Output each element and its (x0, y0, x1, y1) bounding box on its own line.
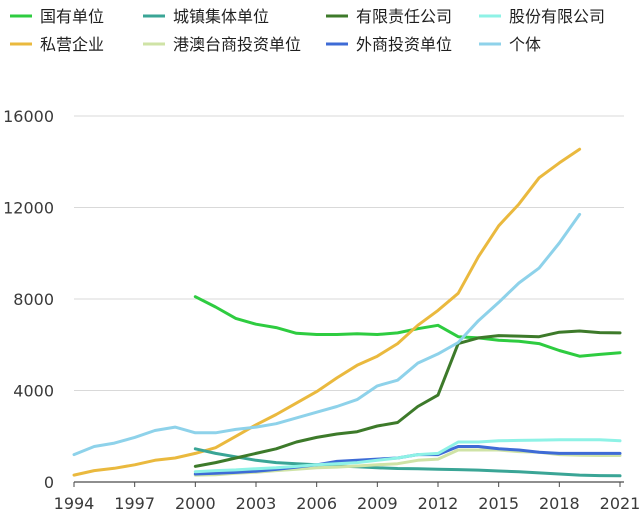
series-line-7 (72, 212, 582, 457)
legend-label: 外商投资单位 (356, 35, 452, 54)
series-line-6 (193, 438, 622, 474)
y-tick-label: 16000 (3, 107, 54, 126)
series-line-2 (193, 447, 622, 478)
x-tick-label: 2003 (236, 494, 277, 513)
series-lines (72, 147, 622, 478)
x-tick-label: 1997 (114, 494, 155, 513)
legend-item: 有限责任公司 (326, 7, 452, 26)
gridlines (74, 115, 624, 391)
legend-item: 城镇集体单位 (143, 7, 269, 26)
y-tick-label: 12000 (3, 199, 54, 218)
y-tick-label: 8000 (13, 290, 54, 309)
legend-label: 股份有限公司 (509, 7, 605, 26)
x-tick-label: 2021 (600, 494, 641, 513)
x-tick-label: 1994 (54, 494, 95, 513)
legend-item: 股份有限公司 (479, 7, 605, 26)
x-tick-label: 2012 (418, 494, 459, 513)
series-line-0 (193, 295, 622, 358)
y-tick-label: 4000 (13, 382, 54, 401)
x-tick-label: 2018 (539, 494, 580, 513)
legend-label: 港澳台商投资单位 (173, 35, 301, 54)
series-line-1 (72, 147, 582, 477)
x-tick-label: 2000 (175, 494, 216, 513)
legend-label: 城镇集体单位 (173, 7, 269, 26)
legend-label: 个体 (509, 35, 541, 54)
legend-item: 个体 (479, 35, 541, 54)
x-tick-label: 2009 (357, 494, 398, 513)
y-tick-label: 0 (44, 473, 54, 492)
axes: 0 4000 8000 12000 16000 1994 1997 2000 2003 2006 2… (3, 107, 640, 513)
series-line-4 (193, 329, 622, 468)
legend-item: 外商投资单位 (326, 35, 452, 54)
x-tick-label: 2006 (296, 494, 337, 513)
x-tick-label: 2015 (478, 494, 519, 513)
legend-item: 私营企业 (10, 35, 104, 54)
legend-item: 港澳台商投资单位 (143, 35, 301, 54)
legend-label: 私营企业 (40, 35, 104, 54)
legend-label: 国有单位 (40, 7, 104, 26)
legend-label: 有限责任公司 (356, 7, 452, 26)
legend-item: 国有单位 (10, 7, 104, 26)
